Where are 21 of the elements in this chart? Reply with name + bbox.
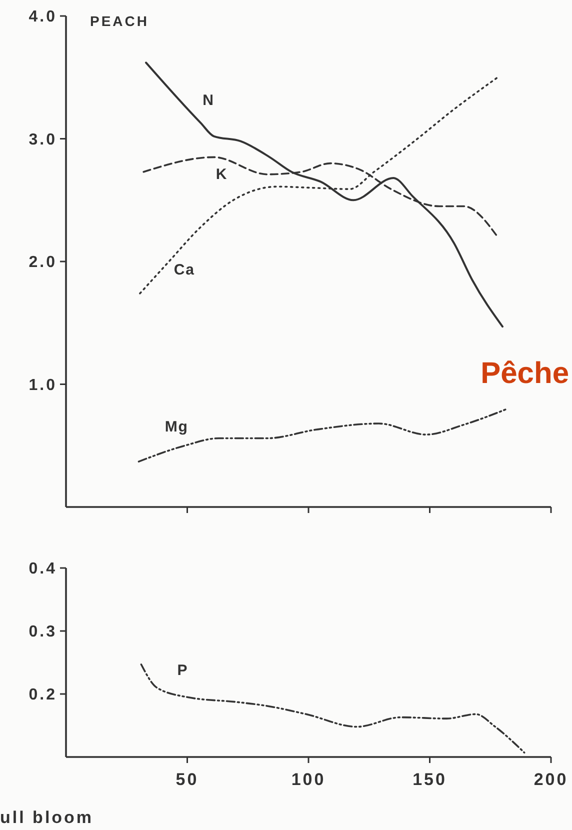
- annotation: Pêche: [480, 357, 569, 390]
- y-tick-label: 3.0: [28, 131, 57, 148]
- y-tick-label: 0.2: [28, 686, 57, 704]
- x-axis-title: ull bloom: [0, 808, 94, 827]
- y-tick-label: 1.0: [28, 376, 57, 394]
- series-label: N: [202, 92, 214, 109]
- chart-title: PEACH: [90, 13, 150, 29]
- y-tick-label: 4.0: [28, 8, 57, 26]
- x-tick-label: 50: [176, 770, 199, 789]
- line-series: [140, 663, 526, 754]
- series-label: Mg: [164, 418, 188, 436]
- y-tick-label: 0.3: [28, 624, 57, 641]
- y-tick-label: 2.0: [28, 254, 57, 272]
- x-tick-label: 100: [291, 770, 326, 789]
- x-tick-label: 150: [412, 770, 447, 789]
- series-label: Ca: [174, 262, 196, 279]
- x-tick-label: 200: [534, 770, 568, 789]
- line-series: [138, 408, 508, 462]
- series-label: P: [177, 662, 188, 680]
- series-label: K: [216, 166, 228, 184]
- y-tick-label: 0.4: [28, 560, 57, 578]
